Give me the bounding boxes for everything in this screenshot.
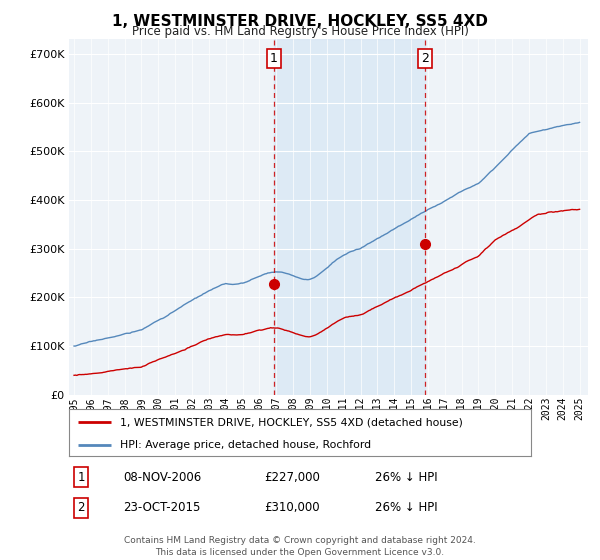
Text: 1, WESTMINSTER DRIVE, HOCKLEY, SS5 4XD: 1, WESTMINSTER DRIVE, HOCKLEY, SS5 4XD xyxy=(112,14,488,29)
Text: 1: 1 xyxy=(270,52,278,64)
Text: 26% ↓ HPI: 26% ↓ HPI xyxy=(375,470,437,484)
Text: 08-NOV-2006: 08-NOV-2006 xyxy=(123,470,201,484)
Text: £227,000: £227,000 xyxy=(264,470,320,484)
Text: 1: 1 xyxy=(77,470,85,484)
Text: 23-OCT-2015: 23-OCT-2015 xyxy=(123,501,200,515)
Text: 1, WESTMINSTER DRIVE, HOCKLEY, SS5 4XD (detached house): 1, WESTMINSTER DRIVE, HOCKLEY, SS5 4XD (… xyxy=(120,417,463,427)
Text: 2: 2 xyxy=(77,501,85,515)
Text: £310,000: £310,000 xyxy=(264,501,320,515)
Text: HPI: Average price, detached house, Rochford: HPI: Average price, detached house, Roch… xyxy=(120,440,371,450)
Text: Price paid vs. HM Land Registry's House Price Index (HPI): Price paid vs. HM Land Registry's House … xyxy=(131,25,469,38)
Text: 26% ↓ HPI: 26% ↓ HPI xyxy=(375,501,437,515)
Bar xyxy=(274,39,425,395)
Text: 2: 2 xyxy=(421,52,428,64)
Text: Contains HM Land Registry data © Crown copyright and database right 2024.
This d: Contains HM Land Registry data © Crown c… xyxy=(124,536,476,557)
